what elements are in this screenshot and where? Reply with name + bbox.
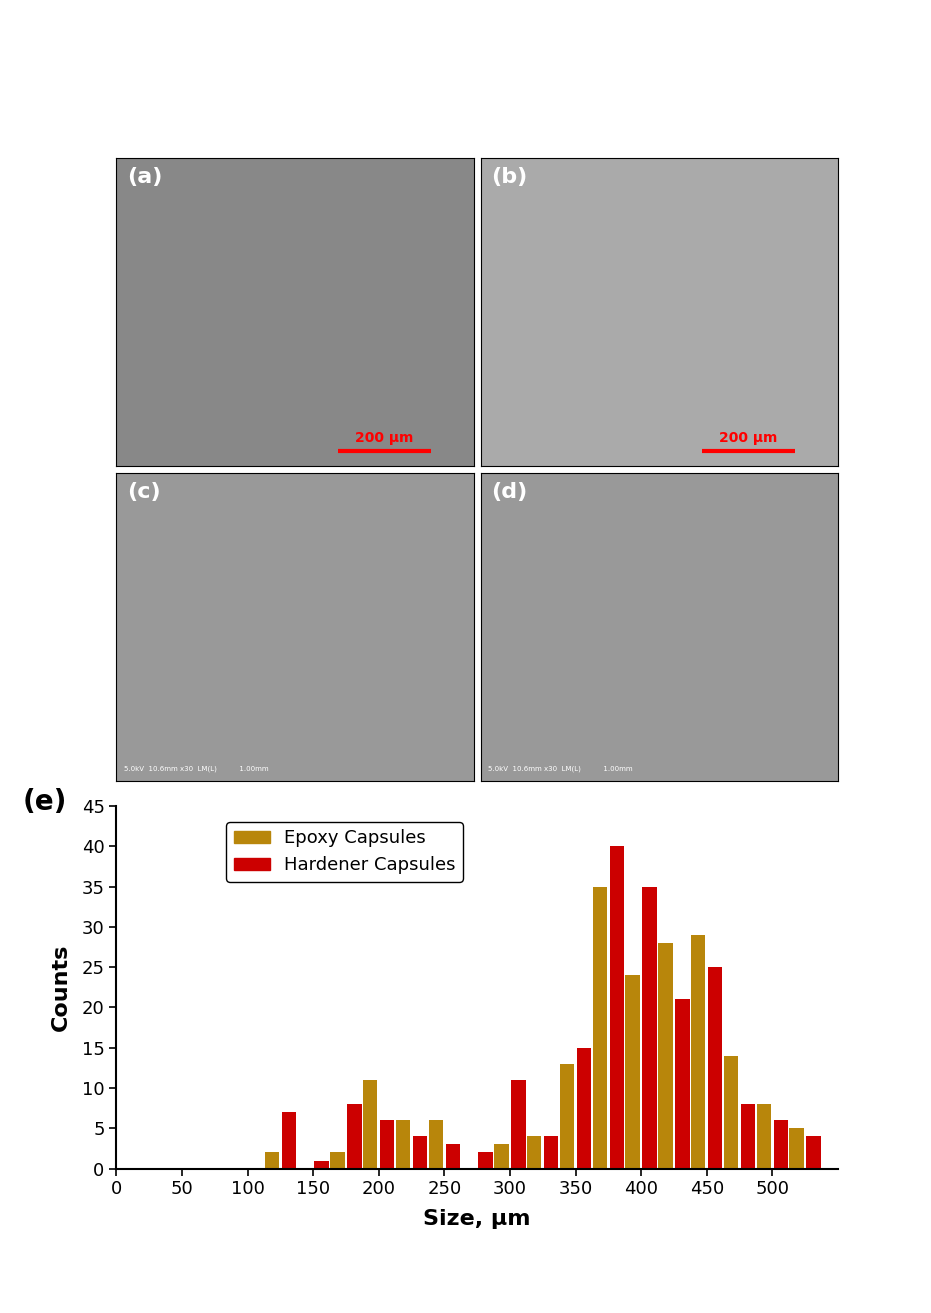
Legend: Epoxy Capsules, Hardener Capsules: Epoxy Capsules, Hardener Capsules: [226, 822, 463, 882]
Bar: [658, 943, 672, 1169]
Bar: [347, 1104, 361, 1169]
Bar: [412, 1136, 427, 1169]
Bar: [610, 847, 624, 1169]
Text: (d): (d): [492, 482, 528, 502]
Text: (c): (c): [128, 482, 161, 502]
Text: 200 μm: 200 μm: [355, 431, 413, 445]
Bar: [428, 1120, 443, 1169]
Bar: [527, 1136, 542, 1169]
Bar: [479, 1153, 492, 1169]
Bar: [774, 1120, 788, 1169]
Text: 200 μm: 200 μm: [720, 431, 777, 445]
Text: 5.0kV  10.6mm x30  LM(L)          1.00mm: 5.0kV 10.6mm x30 LM(L) 1.00mm: [488, 765, 632, 772]
Bar: [560, 1064, 574, 1169]
Bar: [396, 1120, 411, 1169]
Bar: [592, 886, 607, 1169]
Bar: [494, 1145, 508, 1169]
Bar: [282, 1112, 296, 1169]
Bar: [642, 886, 657, 1169]
Bar: [708, 968, 722, 1169]
Text: (b): (b): [492, 167, 528, 186]
Bar: [363, 1079, 377, 1169]
Bar: [446, 1145, 460, 1169]
Bar: [315, 1161, 329, 1169]
Bar: [626, 976, 640, 1169]
Bar: [675, 999, 690, 1169]
Bar: [757, 1104, 771, 1169]
Text: (a): (a): [128, 167, 163, 186]
Bar: [544, 1136, 559, 1169]
Y-axis label: Counts: Counts: [50, 944, 71, 1031]
Bar: [723, 1056, 738, 1169]
Bar: [577, 1048, 591, 1169]
X-axis label: Size, μm: Size, μm: [424, 1209, 531, 1229]
Bar: [331, 1153, 344, 1169]
Bar: [511, 1079, 526, 1169]
Bar: [789, 1128, 803, 1169]
Text: 5.0kV  10.6mm x30  LM(L)          1.00mm: 5.0kV 10.6mm x30 LM(L) 1.00mm: [124, 765, 268, 772]
Bar: [806, 1136, 821, 1169]
Bar: [380, 1120, 395, 1169]
Bar: [741, 1104, 755, 1169]
Text: (e): (e): [22, 788, 67, 815]
Bar: [264, 1153, 279, 1169]
Bar: [691, 935, 706, 1169]
